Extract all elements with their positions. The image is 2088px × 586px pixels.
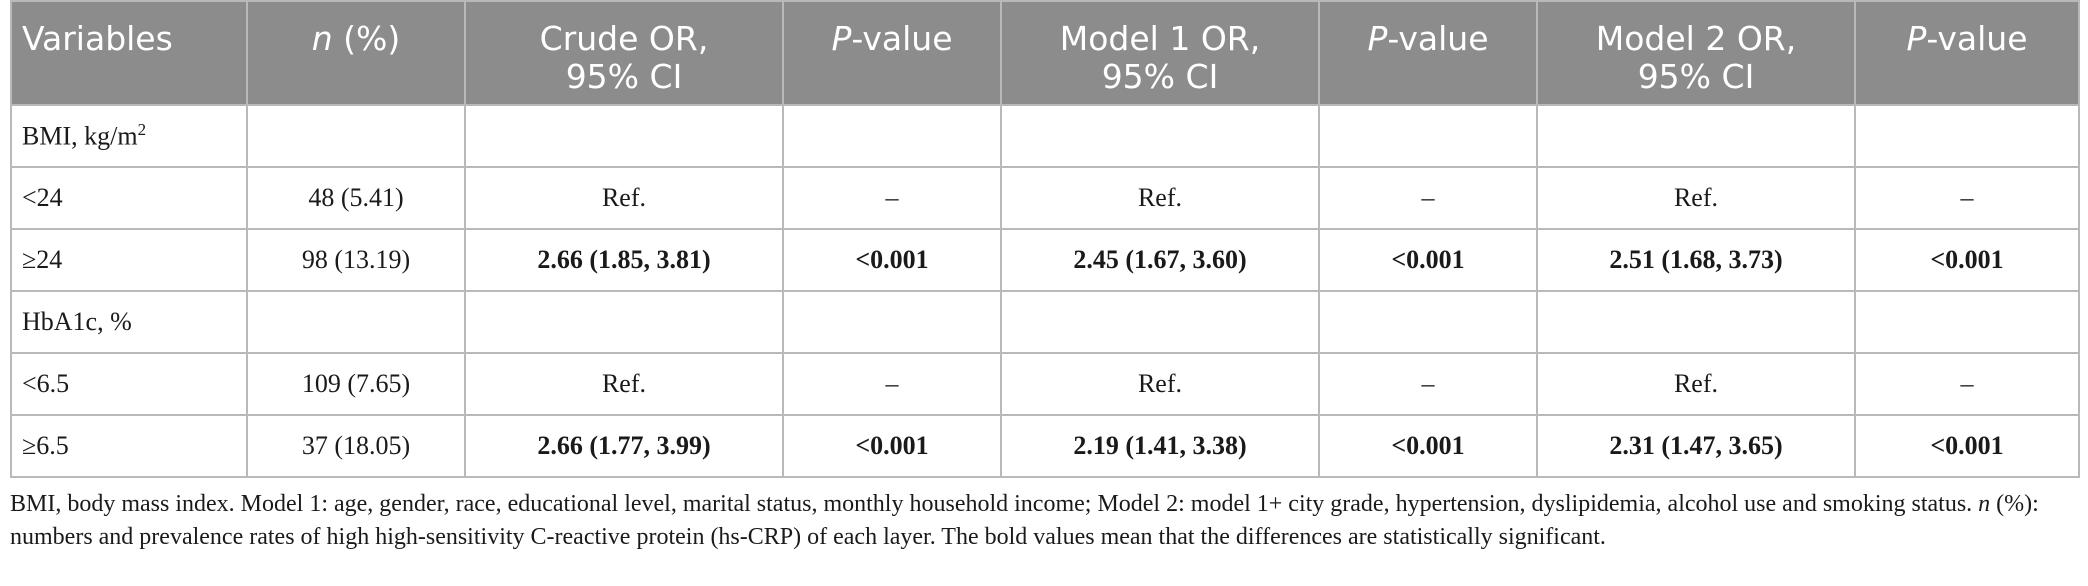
cell-model2-or xyxy=(1536,104,1856,168)
table-row: <6.5 109 (7.65) Ref. – Ref. – Ref. – xyxy=(10,352,2080,416)
cell-n: 48 (5.41) xyxy=(246,166,466,230)
row-label: <6.5 xyxy=(10,352,248,416)
cell-p-value xyxy=(782,104,1002,168)
table-row: HbA1c, % xyxy=(10,290,2080,354)
cell-p-value xyxy=(1318,104,1538,168)
cell-model1-or xyxy=(1000,290,1320,354)
cell-p-value: – xyxy=(1318,352,1538,416)
cell-p-value: – xyxy=(1318,166,1538,230)
row-label: HbA1c, % xyxy=(10,290,248,354)
cell-crude-or: Ref. xyxy=(464,166,784,230)
results-table: Variables n (%) Crude OR, 95% CI P-value … xyxy=(10,0,2080,478)
header-p-value-2: P-value xyxy=(1318,0,1538,106)
cell-p-value: – xyxy=(1854,352,2080,416)
row-label: ≥6.5 xyxy=(10,414,248,478)
cell-model2-or xyxy=(1536,290,1856,354)
cell-p-value: <0.001 xyxy=(782,414,1002,478)
cell-p-value: – xyxy=(1854,166,2080,230)
cell-crude-or: 2.66 (1.85, 3.81) xyxy=(464,228,784,292)
cell-p-value xyxy=(782,290,1002,354)
table-row: ≥24 98 (13.19) 2.66 (1.85, 3.81) <0.001 … xyxy=(10,228,2080,292)
cell-crude-or xyxy=(464,104,784,168)
cell-n: 37 (18.05) xyxy=(246,414,466,478)
cell-crude-or xyxy=(464,290,784,354)
cell-n xyxy=(246,290,466,354)
header-variables: Variables xyxy=(10,0,248,106)
table-row: <24 48 (5.41) Ref. – Ref. – Ref. – xyxy=(10,166,2080,230)
row-label: BMI, kg/m2 xyxy=(10,104,248,168)
header-model1-or: Model 1 OR, 95% CI xyxy=(1000,0,1320,106)
header-n-percent: n (%) xyxy=(246,0,466,106)
header-row: Variables n (%) Crude OR, 95% CI P-value … xyxy=(10,0,2080,106)
cell-p-value: <0.001 xyxy=(1318,414,1538,478)
row-label: ≥24 xyxy=(10,228,248,292)
cell-model1-or: 2.19 (1.41, 3.38) xyxy=(1000,414,1320,478)
cell-p-value: – xyxy=(782,352,1002,416)
cell-p-value: – xyxy=(782,166,1002,230)
cell-p-value xyxy=(1854,104,2080,168)
cell-model2-or: Ref. xyxy=(1536,352,1856,416)
cell-p-value: <0.001 xyxy=(1318,228,1538,292)
cell-p-value xyxy=(1318,290,1538,354)
cell-p-value xyxy=(1854,290,2080,354)
row-label: <24 xyxy=(10,166,248,230)
cell-n xyxy=(246,104,466,168)
cell-model1-or: 2.45 (1.67, 3.60) xyxy=(1000,228,1320,292)
table-footnote: BMI, body mass index. Model 1: age, gend… xyxy=(10,491,2039,550)
cell-model1-or xyxy=(1000,104,1320,168)
table-row: BMI, kg/m2 xyxy=(10,104,2080,168)
table-figure: Variables n (%) Crude OR, 95% CI P-value … xyxy=(10,0,2080,554)
cell-model1-or: Ref. xyxy=(1000,352,1320,416)
cell-model2-or: Ref. xyxy=(1536,166,1856,230)
cell-model2-or: 2.51 (1.68, 3.73) xyxy=(1536,228,1856,292)
cell-p-value: <0.001 xyxy=(782,228,1002,292)
header-p-value-3: P-value xyxy=(1854,0,2080,106)
cell-p-value: <0.001 xyxy=(1854,228,2080,292)
cell-n: 98 (13.19) xyxy=(246,228,466,292)
cell-crude-or: Ref. xyxy=(464,352,784,416)
cell-p-value: <0.001 xyxy=(1854,414,2080,478)
table-row: ≥6.5 37 (18.05) 2.66 (1.77, 3.99) <0.001… xyxy=(10,414,2080,478)
header-p-value-1: P-value xyxy=(782,0,1002,106)
cell-crude-or: 2.66 (1.77, 3.99) xyxy=(464,414,784,478)
cell-model1-or: Ref. xyxy=(1000,166,1320,230)
cell-n: 109 (7.65) xyxy=(246,352,466,416)
header-crude-or: Crude OR, 95% CI xyxy=(464,0,784,106)
cell-model2-or: 2.31 (1.47, 3.65) xyxy=(1536,414,1856,478)
header-model2-or: Model 2 OR, 95% CI xyxy=(1536,0,1856,106)
